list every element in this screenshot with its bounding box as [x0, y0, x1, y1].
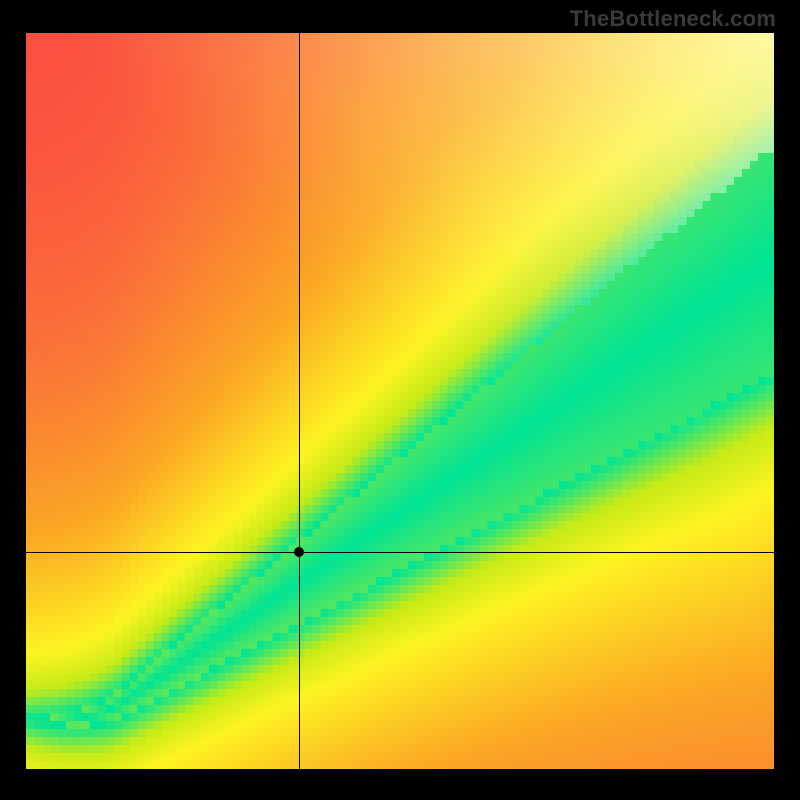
crosshair-vertical-line	[299, 33, 300, 769]
crosshair-horizontal-line	[26, 552, 774, 553]
heatmap-canvas	[26, 33, 774, 769]
crosshair-marker-dot	[294, 547, 304, 557]
heatmap-plot-area	[26, 33, 774, 769]
watermark-text: TheBottleneck.com	[570, 6, 776, 32]
